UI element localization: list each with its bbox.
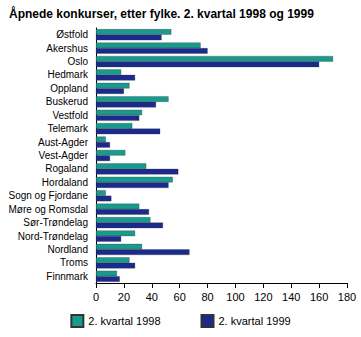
svg-text:Åpnede konkurser, etter fylke.: Åpnede konkurser, etter fylke. 2. kvarta…	[9, 6, 314, 21]
svg-text:180: 180	[338, 291, 356, 303]
svg-text:Akershus: Akershus	[46, 43, 88, 54]
svg-text:40: 40	[146, 291, 158, 303]
svg-text:100: 100	[226, 291, 244, 303]
svg-text:0: 0	[93, 291, 99, 303]
svg-text:Buskerud: Buskerud	[46, 96, 88, 107]
svg-text:Sør-Trøndelag: Sør-Trøndelag	[23, 217, 88, 228]
svg-text:2. kvartal 1998: 2. kvartal 1998	[88, 315, 160, 327]
svg-text:Oppland: Oppland	[50, 83, 88, 94]
svg-text:120: 120	[254, 291, 272, 303]
svg-text:2. kvartal 1999: 2. kvartal 1999	[219, 315, 291, 327]
svg-text:160: 160	[310, 291, 328, 303]
svg-text:Oslo: Oslo	[67, 56, 88, 67]
svg-text:20: 20	[118, 291, 130, 303]
svg-text:Sogn og Fjordane: Sogn og Fjordane	[8, 190, 88, 201]
svg-text:Møre og Romsdal: Møre og Romsdal	[9, 204, 88, 215]
svg-text:Rogaland: Rogaland	[45, 163, 88, 174]
svg-text:Troms: Troms	[60, 257, 88, 268]
svg-text:Hordaland: Hordaland	[42, 177, 88, 188]
svg-text:60: 60	[174, 291, 186, 303]
svg-text:Hedmark: Hedmark	[47, 69, 89, 80]
svg-text:140: 140	[282, 291, 300, 303]
svg-text:80: 80	[201, 291, 213, 303]
svg-text:Vestfold: Vestfold	[52, 110, 88, 121]
svg-text:Nordland: Nordland	[47, 244, 88, 255]
svg-text:Aust-Agder: Aust-Agder	[38, 137, 89, 148]
svg-text:Finnmark: Finnmark	[46, 271, 89, 282]
svg-text:Nord-Trøndelag: Nord-Trøndelag	[18, 231, 88, 242]
svg-text:Vest-Agder: Vest-Agder	[39, 150, 89, 161]
svg-text:Telemark: Telemark	[47, 123, 89, 134]
svg-text:Østfold: Østfold	[56, 29, 88, 40]
